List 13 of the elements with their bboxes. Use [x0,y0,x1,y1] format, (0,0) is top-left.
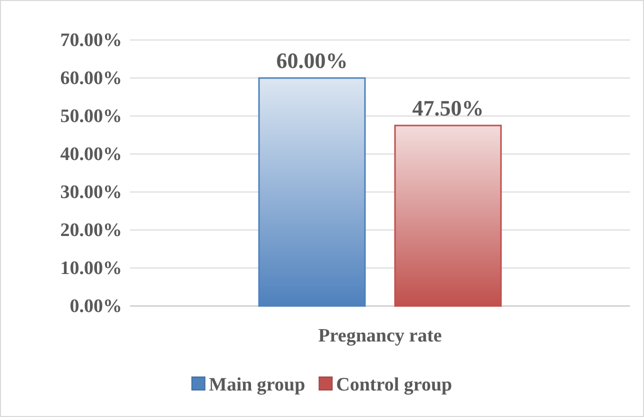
legend-label: Control group [336,374,452,396]
y-tick-label: 50.00% [60,106,122,128]
y-tick-label: 20.00% [60,220,122,242]
y-tick-label: 30.00% [60,182,122,204]
y-tick-label: 0.00% [70,296,122,318]
x-tick-label: Pregnancy rate [318,325,442,346]
y-tick-label: 40.00% [60,144,122,166]
data-label: 60.00% [276,48,348,73]
y-tick-label: 70.00% [60,30,122,52]
data-label: 47.50% [412,96,484,120]
legend-label: Main group [208,374,306,396]
y-tick-label: 10.00% [60,258,122,280]
y-tick-label: 60.00% [60,68,122,90]
